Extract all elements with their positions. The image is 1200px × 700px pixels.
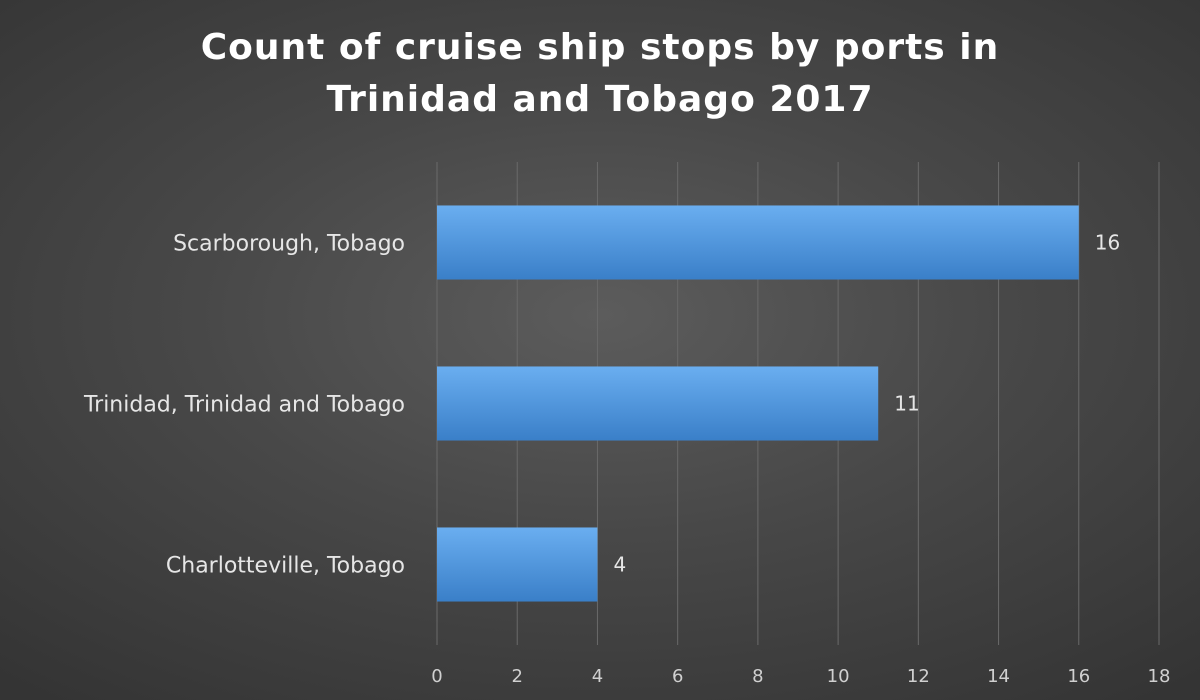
category-label: Scarborough, Tobago	[173, 232, 405, 257]
category-label: Charlotteville, Tobago	[166, 554, 405, 579]
data-label: 4	[613, 553, 626, 577]
x-tick-label: 18	[1148, 666, 1171, 687]
chart-title: Count of cruise ship stops by ports in T…	[0, 22, 1200, 126]
bar-charlotteville-tobago	[437, 527, 598, 602]
x-tick-label: 0	[431, 666, 442, 687]
x-tick-label: 4	[592, 666, 603, 687]
bars	[437, 205, 1079, 602]
data-label: 11	[894, 392, 919, 416]
x-tick-label: 2	[511, 666, 522, 687]
labels: 0 2 4 6 8 10 12 14 16 18 Scarborough, Tobago 16 Trin…	[83, 231, 1171, 688]
x-tick-label: 8	[752, 666, 763, 687]
x-tick-label: 12	[907, 666, 930, 687]
data-label: 16	[1095, 231, 1120, 255]
bar-scarborough-tobago	[437, 205, 1079, 280]
x-tick-label: 14	[987, 666, 1010, 687]
chart-title-line-1: Count of cruise ship stops by ports in	[200, 27, 1000, 68]
category-label: Trinidad, Trinidad and Tobago	[83, 393, 405, 418]
x-tick-label: 10	[827, 666, 850, 687]
x-tick-label: 16	[1067, 666, 1090, 687]
chart-title-line-2: Trinidad and Tobago 2017	[326, 79, 874, 120]
x-tick-label: 6	[672, 666, 683, 687]
bar-trinidad-trinidad-and-tobago	[437, 366, 879, 441]
